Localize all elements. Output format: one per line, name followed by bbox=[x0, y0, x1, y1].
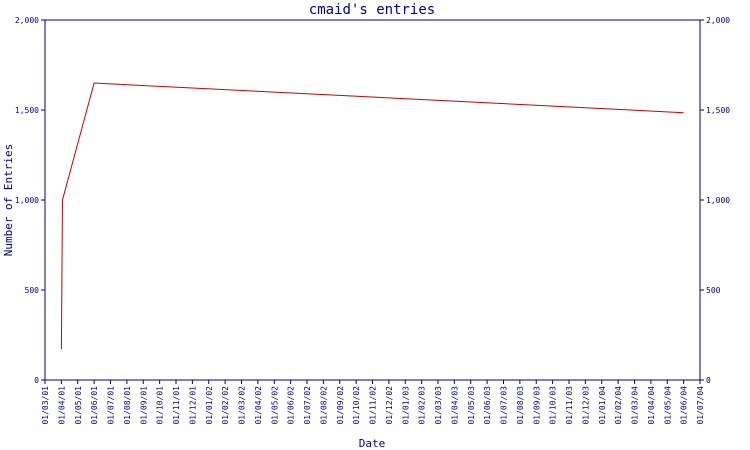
x-tick-label: 01/07/04 bbox=[696, 386, 705, 425]
x-tick-label: 01/11/01 bbox=[172, 386, 181, 425]
y-tick-label-left: 2,000 bbox=[15, 16, 39, 25]
y-tick-label-right: 0 bbox=[706, 376, 711, 385]
x-tick-label: 01/11/02 bbox=[369, 386, 378, 425]
x-tick-label: 01/07/01 bbox=[107, 386, 116, 425]
x-tick-label: 01/01/03 bbox=[401, 386, 410, 425]
y-tick-label-left: 0 bbox=[34, 376, 39, 385]
x-axis-label: Date bbox=[359, 437, 386, 450]
x-tick-label: 01/08/01 bbox=[123, 386, 132, 425]
x-tick-label: 01/12/03 bbox=[581, 386, 590, 425]
y-tick-label-left: 1,000 bbox=[15, 196, 39, 205]
x-tick-label: 01/08/02 bbox=[319, 386, 328, 425]
x-tick-label: 01/02/02 bbox=[221, 386, 230, 425]
x-tick-label: 01/04/03 bbox=[450, 386, 459, 425]
y-tick-label-left: 500 bbox=[25, 286, 40, 295]
x-tick-label: 01/03/03 bbox=[434, 386, 443, 425]
data-series bbox=[60, 82, 684, 350]
x-tick-label: 01/05/04 bbox=[663, 386, 672, 425]
x-tick-label: 01/06/01 bbox=[90, 386, 99, 425]
y-tick-label-right: 2,000 bbox=[706, 16, 730, 25]
series-line bbox=[60, 82, 684, 350]
x-tick-label: 01/01/02 bbox=[205, 386, 214, 425]
plot-frame bbox=[44, 19, 701, 381]
x-tick-label: 01/09/01 bbox=[139, 386, 148, 425]
x-tick-label: 01/02/04 bbox=[614, 386, 623, 425]
x-tick-label: 01/09/02 bbox=[336, 386, 345, 425]
x-tick-label: 01/05/02 bbox=[270, 386, 279, 425]
x-tick-label: 01/12/02 bbox=[385, 386, 394, 425]
x-tick-label: 01/03/02 bbox=[238, 386, 247, 425]
x-tick-label: 01/03/04 bbox=[631, 386, 640, 425]
x-tick-label: 01/10/01 bbox=[156, 386, 165, 425]
x-tick-label: 01/10/02 bbox=[352, 386, 361, 425]
x-tick-label: 01/03/01 bbox=[41, 386, 50, 425]
y-axis-label: Number of Entries bbox=[2, 144, 15, 257]
x-tick-label: 01/10/03 bbox=[549, 386, 558, 425]
x-tick-label: 01/06/03 bbox=[483, 386, 492, 425]
y-axis-ticks: 0 0 500 500 1,000 1,000 1,500 1,500 2,000 2,000 bbox=[15, 16, 730, 385]
x-tick-label: 01/06/02 bbox=[287, 386, 296, 425]
x-tick-label: 01/04/02 bbox=[254, 386, 263, 425]
y-tick-label-right: 1,500 bbox=[706, 106, 730, 115]
x-tick-label: 01/04/04 bbox=[647, 386, 656, 425]
x-axis-ticks: 01/03/01 01/04/01 01/05/01 01/06/01 01/07/01… bbox=[41, 380, 705, 425]
x-tick-label: 01/08/03 bbox=[516, 386, 525, 425]
y-tick-label-left: 1,500 bbox=[15, 106, 39, 115]
x-tick-label: 01/05/01 bbox=[74, 386, 83, 425]
chart-title: cmaid's entries bbox=[309, 2, 435, 18]
x-tick-label: 01/06/04 bbox=[680, 386, 689, 425]
x-tick-label: 01/09/03 bbox=[532, 386, 541, 425]
x-tick-label: 01/04/01 bbox=[57, 386, 66, 425]
x-tick-label: 01/05/03 bbox=[467, 386, 476, 425]
y-tick-label-right: 500 bbox=[706, 286, 721, 295]
x-tick-label: 01/02/03 bbox=[418, 386, 427, 425]
x-tick-label: 01/12/01 bbox=[188, 386, 197, 425]
x-tick-label: 01/01/04 bbox=[598, 386, 607, 425]
y-tick-label-right: 1,000 bbox=[706, 196, 730, 205]
x-tick-label: 01/07/03 bbox=[500, 386, 509, 425]
x-tick-label: 01/07/02 bbox=[303, 386, 312, 425]
x-tick-label: 01/11/03 bbox=[565, 386, 574, 425]
